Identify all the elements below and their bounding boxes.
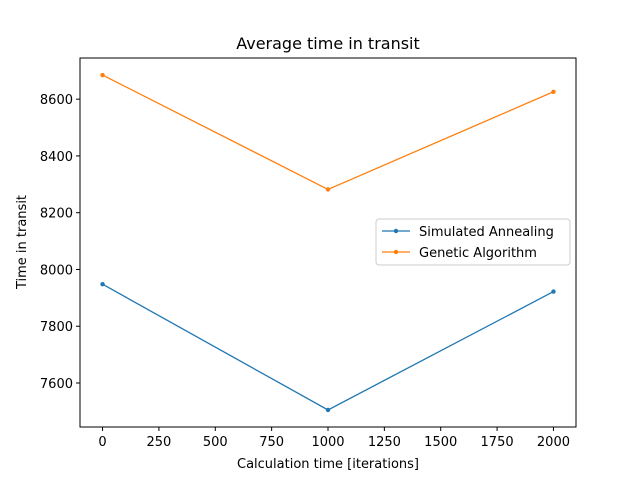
y-tick-label-7800: 7800 bbox=[40, 320, 73, 335]
x-axis: 0 250 500 750 1000 1250 1500 1750 2000 bbox=[98, 427, 570, 450]
x-tick-label-750: 750 bbox=[259, 435, 284, 450]
data-point-simulated-annealing-0 bbox=[100, 282, 105, 287]
x-axis-label: Calculation time [iterations] bbox=[237, 457, 419, 472]
x-tick-label-2000: 2000 bbox=[537, 435, 570, 450]
data-point-genetic-algorithm-2 bbox=[551, 89, 556, 94]
data-point-simulated-annealing-2 bbox=[551, 289, 556, 294]
x-tick-label-0: 0 bbox=[98, 435, 106, 450]
y-tick-label-7600: 7600 bbox=[40, 377, 73, 392]
x-tick-label-250: 250 bbox=[146, 435, 171, 450]
legend-marker-genetic-algorithm bbox=[393, 249, 399, 255]
x-tick-label-1250: 1250 bbox=[368, 435, 401, 450]
x-tick-label-1750: 1750 bbox=[481, 435, 514, 450]
data-point-simulated-annealing-1 bbox=[325, 407, 331, 413]
series-layer bbox=[100, 72, 556, 413]
y-tick-label-8000: 8000 bbox=[40, 263, 73, 278]
y-tick-label-8600: 8600 bbox=[40, 93, 73, 108]
x-tick-label-1000: 1000 bbox=[311, 435, 344, 450]
legend-box bbox=[375, 218, 571, 266]
y-tick-label-8400: 8400 bbox=[40, 150, 73, 165]
legend-marker-simulated-annealing bbox=[393, 228, 399, 234]
y-axis-label: Time in transit bbox=[15, 195, 30, 290]
legend-label-genetic-algorithm: Genetic Algorithm bbox=[419, 246, 537, 261]
legend-label-simulated-annealing: Simulated Annealing bbox=[419, 225, 554, 240]
chart-title: Average time in transit bbox=[236, 34, 420, 53]
x-tick-label-1500: 1500 bbox=[424, 435, 457, 450]
legend: Simulated Annealing Genetic Algorithm bbox=[375, 218, 571, 266]
y-axis: 7600 7800 8000 8200 8400 8600 bbox=[40, 93, 80, 392]
data-point-genetic-algorithm-1 bbox=[325, 187, 331, 192]
data-point-genetic-algorithm-0 bbox=[100, 72, 105, 78]
y-tick-label-8200: 8200 bbox=[40, 207, 73, 222]
x-tick-label-500: 500 bbox=[203, 435, 228, 450]
